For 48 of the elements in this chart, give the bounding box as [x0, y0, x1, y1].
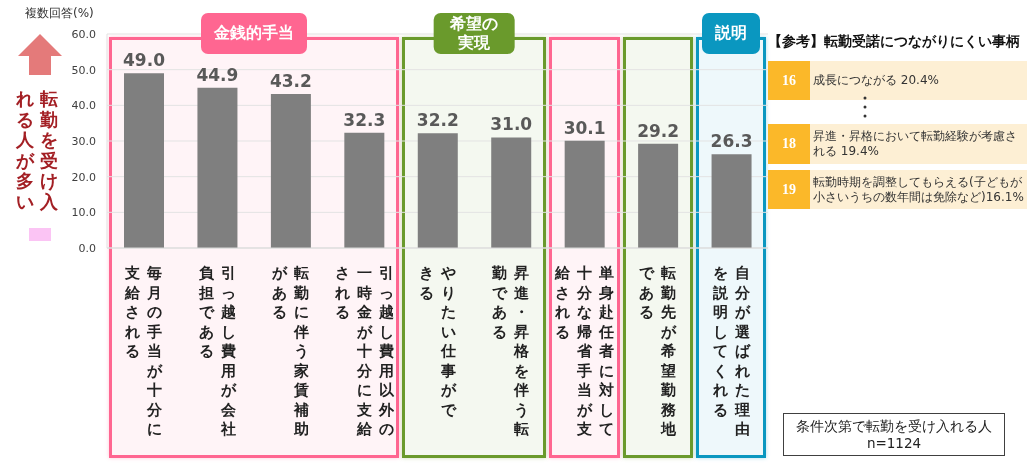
data-label: 32.3: [343, 109, 386, 130]
text: 19: [768, 170, 810, 209]
bar: [344, 132, 385, 248]
bar: [270, 93, 311, 248]
text: 成長につながる 20.4%: [810, 61, 1027, 100]
bar: [491, 137, 532, 248]
text: n=1124: [866, 434, 922, 451]
category-label: 昇進・昇格を伴う転勤である: [492, 264, 530, 438]
text: 条件次第で転勤を受け入れる人: [796, 418, 992, 435]
text: 転勤を受け入れる人が多い: [16, 88, 58, 212]
data-label: 49.0: [123, 50, 166, 71]
text: 【参考】転勤受諾につながりにくい事柄: [768, 33, 1021, 51]
data-label: 26.3: [710, 131, 753, 152]
y-tick-label: 40.0: [71, 99, 96, 113]
data-label: 44.9: [196, 64, 239, 85]
category-label: やりたい仕事ができる: [418, 264, 456, 419]
category-label: 単身赴任者に対して十分な帰省手当が支給される: [554, 264, 614, 438]
y-tick-label: 30.0: [71, 134, 96, 148]
data-label: 32.2: [416, 110, 459, 131]
band-label: 説明: [715, 23, 748, 43]
bar: [564, 140, 605, 248]
y-axis-title: 複数回答(%): [25, 5, 94, 22]
y-tick-label: 60.0: [71, 27, 96, 41]
y-tick-label: 10.0: [71, 206, 96, 220]
y-tick-label: 50.0: [71, 63, 96, 77]
band-label: 金銭的手当: [213, 23, 294, 43]
bar: [417, 133, 458, 248]
data-label: 31.0: [490, 114, 533, 135]
text: 昇進・昇格において転勤経験が考慮される 19.4%: [810, 124, 1027, 164]
text: 18: [768, 124, 810, 164]
bar: [638, 143, 679, 248]
bar: [711, 154, 752, 248]
y-tick-label: 20.0: [71, 170, 96, 184]
y-tick-label: 0.0: [78, 241, 96, 255]
bar: [124, 73, 164, 248]
bar: [197, 87, 238, 248]
data-label: 29.2: [637, 120, 680, 141]
category-label: 転勤に伴う家賃補助がある: [272, 264, 310, 438]
category-label: 自分が選ばれた理由を説明してくれる: [712, 264, 750, 438]
data-label: 30.1: [563, 117, 606, 138]
category-label: 引っ越し費用以外の一時金が十分に支給される: [334, 264, 394, 438]
category-label: 毎月の手当が十分に支給される: [125, 264, 163, 438]
category-label: 転勤先が希望勤務地である: [639, 264, 677, 438]
text: 16: [768, 61, 810, 100]
data-label: 43.2: [269, 70, 312, 91]
text: 転勤時期を調整してもらえる(子どもが小さいうちの数年間は免除など)16.1%: [810, 170, 1027, 209]
band-label: 希望の実現: [449, 14, 500, 52]
category-label: 引っ越し費用が会社負担である: [198, 264, 236, 438]
